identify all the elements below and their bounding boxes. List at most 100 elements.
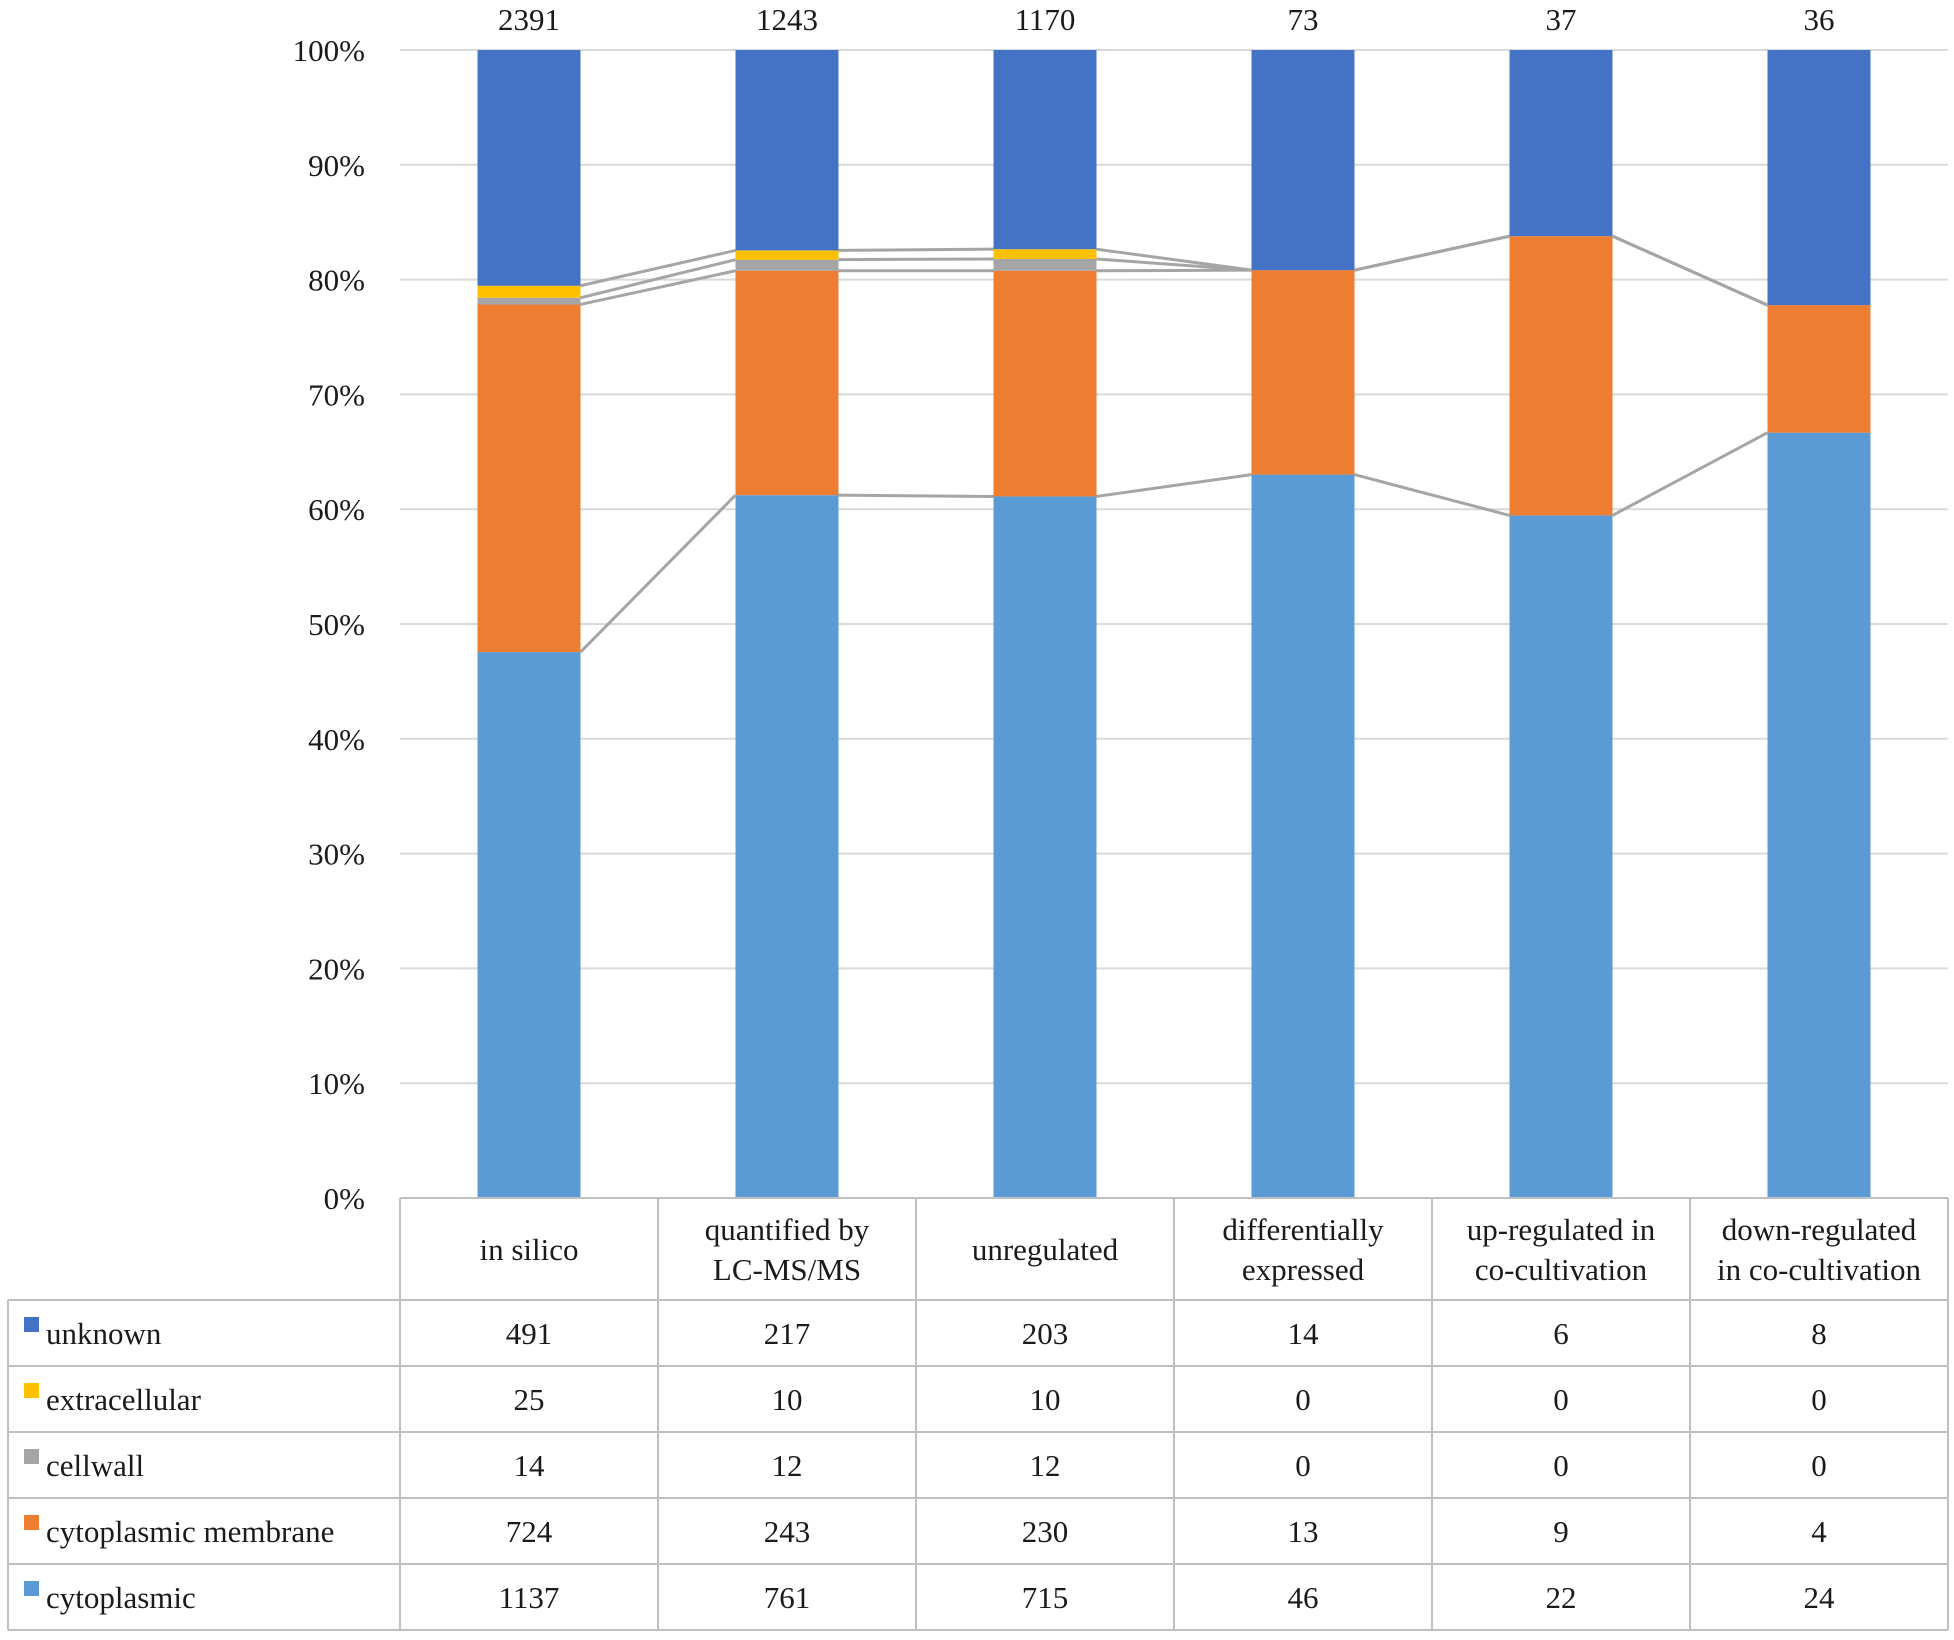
legend-label-extracellular: extracellular <box>46 1382 202 1417</box>
legend-key-cellwall <box>24 1449 39 1464</box>
y-tick-label: 80% <box>308 263 365 298</box>
y-tick-label: 30% <box>308 837 365 872</box>
bar-segment-cytoplasmic <box>1509 515 1613 1198</box>
category-label: in silico <box>479 1232 578 1267</box>
table-cell-value: 243 <box>764 1514 811 1549</box>
bar-segment-cytoplasmic <box>1251 474 1355 1198</box>
y-tick-label: 20% <box>308 951 365 986</box>
y-axis-tick-labels: 0% 10% 20% 30% 40% 50% 60% 70% 80% 90% 100% <box>293 33 365 1216</box>
table-cell-value: 0 <box>1295 1448 1311 1483</box>
series-line-cytoplasmic <box>1096 473 1252 498</box>
bar-segment-cytoplasmic <box>993 496 1097 1198</box>
bar-segment-cytoplasmic <box>477 652 581 1198</box>
table-cell-value: 761 <box>764 1580 811 1615</box>
table-cell-value: 1137 <box>499 1580 560 1615</box>
series-line-cytoplasmic <box>1611 431 1769 517</box>
table-cell-value: 0 <box>1295 1382 1311 1417</box>
bar-segment-cellwall <box>993 258 1097 271</box>
y-tick-label: 60% <box>308 492 365 527</box>
series-line-cellwall <box>580 258 736 300</box>
table-cell-value: 715 <box>1022 1580 1069 1615</box>
table-cell-value: 0 <box>1811 1448 1827 1483</box>
table-cell-value: 10 <box>1030 1382 1061 1417</box>
total-label: 1243 <box>756 2 818 37</box>
total-label: 1170 <box>1015 2 1076 37</box>
table-cell-value: 12 <box>1030 1448 1061 1483</box>
table-cell-value: 0 <box>1811 1382 1827 1417</box>
total-label: 37 <box>1546 2 1577 37</box>
table-cell-value: 724 <box>506 1514 553 1549</box>
y-tick-label: 100% <box>293 33 365 68</box>
table-cell-value: 217 <box>764 1316 811 1351</box>
series-line-extracellular <box>1611 234 1769 307</box>
series-line-extracellular <box>1354 234 1510 272</box>
bar-segment-cytoplasmic-membrane <box>1251 270 1355 475</box>
category-label: down-regulated <box>1722 1212 1917 1247</box>
legend-label-unknown: unknown <box>46 1316 162 1351</box>
category-label: LC-MS/MS <box>713 1252 861 1287</box>
series-line-cytoplasmic-membrane <box>580 269 736 306</box>
gridlines <box>400 49 1948 1199</box>
total-label: 73 <box>1288 2 1319 37</box>
table-cell-value: 491 <box>506 1316 553 1351</box>
table-cell-value: 0 <box>1553 1382 1569 1417</box>
legend-label-cytoplasmic: cytoplasmic <box>46 1580 196 1615</box>
bars <box>477 50 1871 1199</box>
y-tick-label: 10% <box>308 1066 365 1101</box>
table-cell-value: 230 <box>1022 1514 1069 1549</box>
series-line-extracellular <box>580 248 736 288</box>
y-tick-label: 90% <box>308 148 365 183</box>
bar-segment-unknown <box>1251 50 1355 271</box>
table-cell-value: 12 <box>772 1448 803 1483</box>
table-cell-value: 14 <box>1288 1316 1320 1351</box>
y-tick-label: 70% <box>308 377 365 412</box>
legend-label-cellwall: cellwall <box>46 1448 144 1483</box>
legend-label-cytoplasmic-membrane: cytoplasmic membrane <box>46 1514 334 1549</box>
total-labels: 2391 1243 1170 73 37 36 <box>498 2 1835 37</box>
series-line-extracellular <box>1096 247 1252 272</box>
series-line-cytoplasmic-membrane <box>1096 268 1252 273</box>
table-cell-value: 203 <box>1022 1316 1069 1351</box>
category-label: up-regulated in <box>1467 1212 1656 1247</box>
category-label: unregulated <box>972 1232 1119 1267</box>
bar-segment-cytoplasmic <box>735 495 839 1198</box>
legend-key-cytoplasmic <box>24 1581 39 1596</box>
legend-key-unknown <box>24 1317 39 1332</box>
series-line-cytoplasmic <box>1354 473 1510 517</box>
table-cell-value: 22 <box>1546 1580 1577 1615</box>
category-label: co-cultivation <box>1475 1252 1648 1287</box>
bar-segment-cytoplasmic-membrane <box>993 270 1097 497</box>
bar-segment-cytoplasmic <box>1767 432 1871 1199</box>
table-cell-value: 14 <box>514 1448 546 1483</box>
bar-segment-cytoplasmic-membrane <box>1509 236 1613 516</box>
total-label: 2391 <box>498 2 560 37</box>
table-cell-value: 6 <box>1553 1316 1569 1351</box>
table-cell-value: 13 <box>1288 1514 1319 1549</box>
table-cell-value: 4 <box>1811 1514 1827 1549</box>
category-label: quantified by <box>705 1212 870 1247</box>
legend-key-cytoplasmic-membrane <box>24 1515 39 1530</box>
table-cell-value: 24 <box>1804 1580 1836 1615</box>
bar-segment-cellwall <box>477 297 581 305</box>
table-cell-value: 8 <box>1811 1316 1827 1351</box>
series-line-cytoplasmic <box>579 494 737 654</box>
bar-segment-unknown <box>735 50 839 251</box>
bar-segment-unknown <box>1509 50 1613 237</box>
category-label: differentially <box>1222 1212 1384 1247</box>
table-cell-value: 0 <box>1553 1448 1569 1483</box>
bar-segment-unknown <box>1767 50 1871 306</box>
y-tick-label: 0% <box>324 1181 365 1216</box>
series-lines <box>579 234 1769 654</box>
bar-segment-extracellular <box>993 249 1097 259</box>
series-line-cellwall <box>1096 257 1252 272</box>
bar-segment-unknown <box>477 50 581 286</box>
bar-segment-cellwall <box>735 259 839 271</box>
series-line-cytoplasmic <box>838 493 994 498</box>
table-cell-value: 9 <box>1553 1514 1569 1549</box>
table-cell-value: 25 <box>514 1382 545 1417</box>
bar-segment-cytoplasmic-membrane <box>1767 305 1871 433</box>
y-tick-label: 40% <box>308 722 365 757</box>
legend-key-extracellular <box>24 1383 39 1398</box>
category-label: in co-cultivation <box>1717 1252 1922 1287</box>
